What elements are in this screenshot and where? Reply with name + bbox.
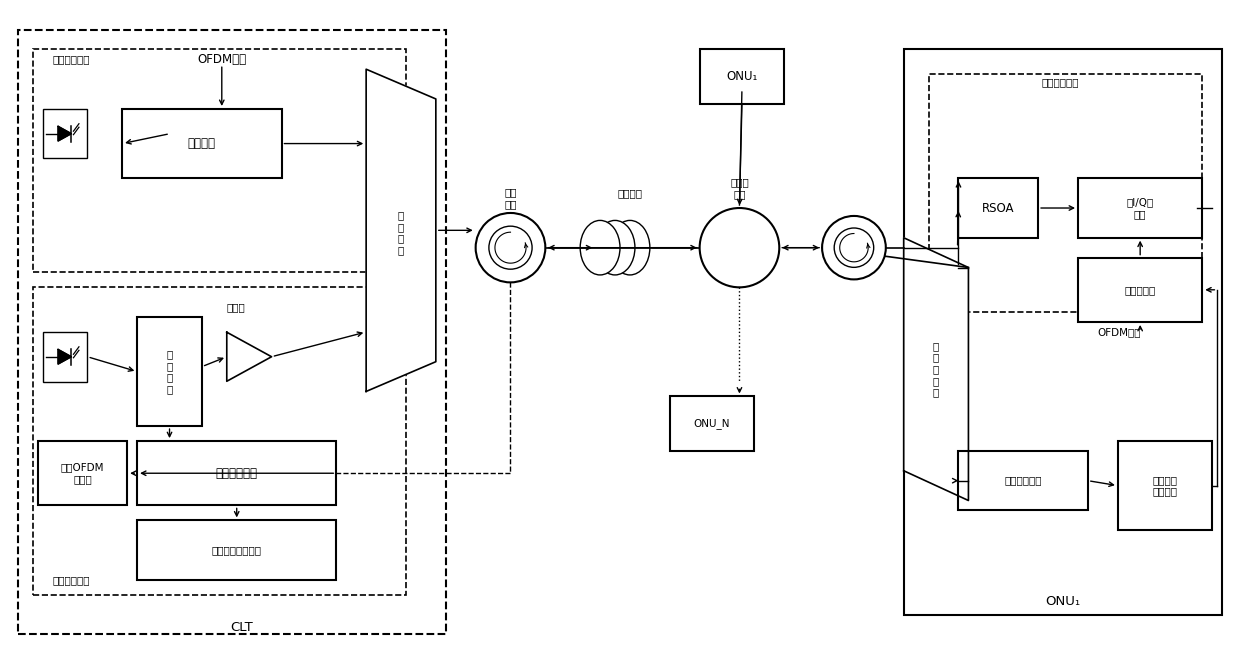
Polygon shape: [366, 69, 435, 391]
Text: CLT: CLT: [231, 621, 253, 634]
Polygon shape: [58, 349, 72, 364]
Text: 光分合
路器: 光分合 路器: [730, 177, 749, 199]
Circle shape: [699, 208, 779, 288]
Ellipse shape: [610, 220, 650, 275]
Text: 光调制器: 光调制器: [188, 137, 216, 150]
Bar: [1078, 178, 1203, 238]
Bar: [32, 288, 405, 595]
Text: 上行接收模块: 上行接收模块: [52, 575, 91, 585]
Text: 基带OFDM
接收机: 基带OFDM 接收机: [61, 462, 104, 484]
Text: OFDM信号: OFDM信号: [197, 53, 247, 66]
Bar: [929, 74, 1203, 312]
Ellipse shape: [580, 220, 620, 275]
Bar: [138, 520, 336, 580]
Text: 光
复
用
器: 光 复 用 器: [398, 211, 404, 255]
Text: OFDM信号: OFDM信号: [1097, 327, 1141, 337]
Bar: [1078, 258, 1203, 322]
Bar: [42, 109, 87, 158]
Text: 下行接收模块: 下行接收模块: [1004, 476, 1042, 486]
Bar: [138, 317, 202, 426]
Text: ONU₁: ONU₁: [727, 70, 758, 83]
Text: 光环
行器: 光环 行器: [505, 187, 517, 209]
Text: RSOA: RSOA: [982, 201, 1014, 215]
Text: 光I/Q调
制器: 光I/Q调 制器: [1126, 197, 1153, 219]
Text: 同步参数估计单元: 同步参数估计单元: [212, 545, 262, 555]
Polygon shape: [58, 126, 72, 141]
Bar: [123, 109, 281, 178]
Text: 馈线光纤: 馈线光纤: [618, 188, 642, 198]
Text: 同步参数
估计模块: 同步参数 估计模块: [1152, 475, 1178, 496]
Bar: [17, 29, 446, 634]
Text: ONU_N: ONU_N: [694, 418, 730, 429]
Circle shape: [476, 213, 546, 282]
Text: 光
分
路
器: 光 分 路 器: [166, 349, 172, 394]
Ellipse shape: [595, 220, 635, 275]
Bar: [959, 178, 1038, 238]
Text: ONU₁: ONU₁: [1045, 595, 1080, 608]
Bar: [37, 441, 128, 505]
Text: 相干探测单元: 相干探测单元: [216, 467, 258, 480]
Bar: [699, 50, 784, 104]
Circle shape: [822, 216, 885, 280]
Text: 上行发送模块: 上行发送模块: [1042, 77, 1079, 87]
Polygon shape: [227, 333, 272, 381]
Bar: [904, 50, 1223, 615]
Text: 光
解
复
用
器: 光 解 复 用 器: [932, 341, 939, 397]
Circle shape: [835, 228, 874, 267]
Bar: [32, 50, 405, 273]
Bar: [138, 441, 336, 505]
Circle shape: [489, 226, 532, 269]
Text: 下行发送模块: 下行发送模块: [52, 54, 91, 65]
Bar: [42, 332, 87, 381]
Text: 放大器: 放大器: [227, 302, 246, 312]
Bar: [670, 396, 754, 451]
Bar: [1117, 441, 1213, 530]
Text: 预均衡模块: 预均衡模块: [1125, 285, 1156, 295]
Bar: [959, 451, 1087, 511]
Polygon shape: [904, 238, 968, 501]
